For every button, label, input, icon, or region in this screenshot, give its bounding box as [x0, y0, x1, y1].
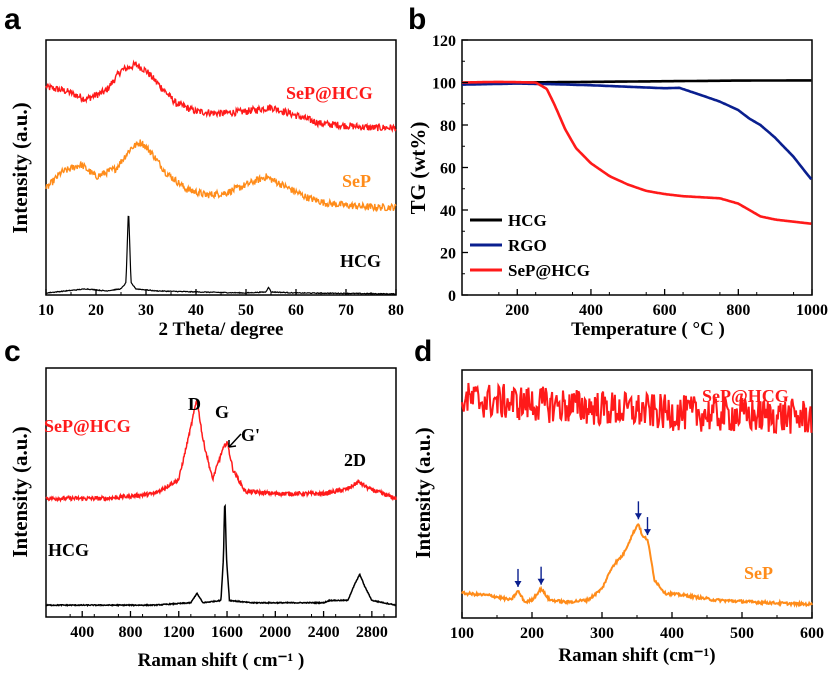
panel-d-ylabel: Intensity (a.u.): [411, 427, 435, 558]
panel-b-ytick-label: 40: [440, 203, 456, 220]
panel-a-letter: a: [4, 3, 21, 36]
panel-c-series-sepahcg: [45, 399, 397, 503]
panel-a-xtick-label: 70: [338, 302, 354, 319]
panel-d-label-sep: SeP: [744, 563, 773, 583]
panel-d-xtick-label: 100: [450, 625, 474, 642]
panel-b-legend: HCG RGO SeP@HCG: [470, 211, 590, 280]
panel-d-xtick-label: 500: [730, 625, 754, 642]
panel-d-peak-arrowhead: [514, 580, 522, 587]
panel-d: 100 200 300 400 500 600 Raman shift (cm⁻¹) In…: [411, 369, 824, 666]
panel-a-xlabel: 2 Theta/ degree: [159, 319, 284, 340]
panel-d-xtick-label: 200: [520, 625, 544, 642]
panel-d-xtick-label: 300: [590, 625, 614, 642]
panel-c-frame: [45, 367, 397, 618]
panel-a-label-sep: SeP: [342, 171, 371, 191]
panel-c-gp-arrow: [228, 433, 242, 448]
panel-d-xlabel: Raman shift (cm⁻¹): [558, 645, 715, 666]
panel-c-peak-2D: 2D: [344, 450, 366, 470]
panel-c-xtick-label: 800: [118, 624, 142, 641]
panel-c-xtick-label: 2800: [356, 624, 388, 641]
panel-d-series-sep: [461, 523, 813, 608]
panel-c-xtick-label: 2400: [308, 624, 340, 641]
panel-c-xtick-label: 2000: [259, 624, 291, 641]
panel-d-peak-arrowhead: [644, 529, 651, 536]
panel-c-xtick-label: 1600: [211, 624, 243, 641]
panel-a-xtick-label: 60: [288, 302, 304, 319]
panel-a-xtick-label: 10: [38, 302, 54, 319]
panel-b-xtick-label: 400: [579, 302, 603, 319]
panel-d-letter: d: [414, 335, 432, 368]
panel-b-ytick-label: 120: [432, 33, 456, 50]
panel-d-peak-arrowhead: [537, 578, 545, 585]
panel-c: 400 800 1200 1600 2000 2400 2800 Raman shift (…: [8, 367, 397, 671]
panel-a: 10 20 30 40 50 60 70 80 2 Theta/ degree Intensi…: [8, 39, 404, 340]
panel-d-xtick-label: 600: [800, 625, 824, 642]
panel-b-xtick-label: 1000: [796, 302, 828, 319]
panel-b-letter: b: [408, 3, 426, 36]
panel-c-peak-G: G: [215, 402, 229, 422]
panel-d-peak-arrowhead: [634, 513, 642, 520]
panel-b-series-rgo: [462, 82, 813, 181]
panel-a-xtick-label: 80: [388, 302, 404, 319]
panel-b-ylabel: TG (wt%): [406, 122, 430, 215]
panel-a-ylabel: Intensity (a.u.): [8, 102, 32, 233]
panel-c-xtick-label: 1200: [163, 624, 195, 641]
panel-c-gp-arrowhead: [228, 440, 237, 448]
panel-b-xlabel: Temperature ( °C ): [571, 319, 725, 340]
panel-c-xlabel: Raman shift ( cm⁻¹ ): [138, 650, 305, 671]
panel-d-xtick-label: 400: [660, 625, 684, 642]
panel-a-xtick-label: 20: [88, 302, 104, 319]
panel-b-xtick-label: 200: [505, 302, 529, 319]
panel-c-peak-Gp: G': [241, 425, 260, 445]
panel-a-series-sepahcg: [45, 59, 397, 134]
panel-c-xtick-label: 400: [70, 624, 94, 641]
panel-c-label-sepahcg: SeP@HCG: [44, 416, 131, 436]
panel-b-frame: [461, 39, 813, 296]
legend-sepahcg-label: SeP@HCG: [508, 261, 590, 280]
panel-d-series-sepahcg: [461, 382, 813, 434]
panel-b-ytick-label: 20: [440, 246, 456, 263]
legend-rgo-label: RGO: [508, 236, 547, 255]
panel-d-label-sepahcg: SeP@HCG: [702, 386, 789, 406]
panel-b: 200 400 600 800 1000 0 20 40 60 80 100 120 Tempera…: [406, 33, 828, 340]
panel-c-letter: c: [4, 335, 21, 368]
panel-b-ytick-label: 0: [448, 288, 456, 305]
panel-c-label-hcg: HCG: [48, 540, 89, 560]
legend-hcg-label: HCG: [508, 211, 547, 230]
panel-a-xtick-label: 40: [188, 302, 204, 319]
panel-c-series-hcg: [45, 503, 397, 608]
panel-b-series-sepahcg: [462, 80, 812, 225]
panel-b-ytick-label: 80: [440, 118, 456, 135]
panel-a-xtick-label: 30: [138, 302, 154, 319]
panel-c-ylabel: Intensity (a.u.): [8, 426, 32, 557]
panel-c-peak-D: D: [188, 394, 201, 414]
panel-a-xtick-label: 50: [238, 302, 254, 319]
panel-a-series-sep: [45, 139, 397, 213]
panel-b-xtick-label: 600: [653, 302, 677, 319]
panel-b-xtick-label: 800: [726, 302, 750, 319]
panel-b-ytick-label: 60: [440, 161, 456, 178]
panel-a-label-sepahcg: SeP@HCG: [286, 83, 373, 103]
panel-a-label-hcg: HCG: [340, 251, 381, 271]
panel-b-ytick-label: 100: [432, 76, 456, 93]
